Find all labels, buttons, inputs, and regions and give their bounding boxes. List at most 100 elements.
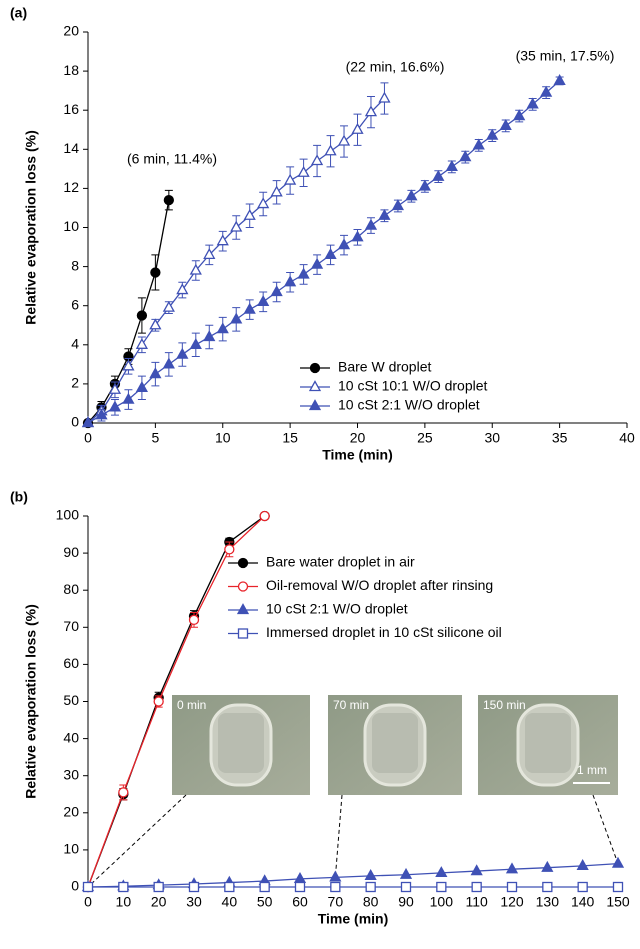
x-tick-label: 70 <box>328 894 344 910</box>
marker <box>118 881 129 893</box>
x-tick-label: 0 <box>84 430 92 446</box>
marker <box>542 881 553 893</box>
y-tick-label: 0 <box>71 878 79 894</box>
legend-marker <box>309 362 321 374</box>
marker <box>310 154 324 166</box>
legend-label: Oil-removal W/O droplet after rinsing <box>266 577 493 593</box>
legend-marker <box>308 399 322 411</box>
x-tick-label: 80 <box>363 894 379 910</box>
y-tick-label: 90 <box>63 544 79 560</box>
marker <box>294 881 306 893</box>
marker <box>399 867 413 879</box>
marker <box>577 881 588 893</box>
x-axis-title: Time (min) <box>318 911 389 927</box>
legend-label: 10 cSt 2:1 W/O droplet <box>266 601 408 617</box>
y-tick-label: 2 <box>71 375 79 391</box>
marker <box>364 218 378 230</box>
marker <box>310 257 324 269</box>
marker <box>436 881 447 893</box>
x-tick-label: 25 <box>417 430 433 446</box>
y-axis-title: Relative evaporation loss (%) <box>23 604 39 799</box>
marker <box>162 300 175 312</box>
marker <box>459 150 472 162</box>
marker <box>576 859 589 871</box>
marker <box>526 97 539 109</box>
marker <box>259 510 270 522</box>
y-tick-label: 10 <box>63 218 79 234</box>
inset-label: 70 min <box>333 698 369 712</box>
x-tick-label: 120 <box>500 894 524 910</box>
marker <box>324 248 337 260</box>
marker <box>400 881 412 893</box>
inset-leader <box>592 794 619 864</box>
marker <box>293 871 307 883</box>
legend-marker <box>236 603 250 615</box>
marker <box>553 74 566 86</box>
marker <box>329 870 342 882</box>
x-tick-label: 10 <box>215 430 231 446</box>
annotation: (6 min, 11.4%) <box>127 151 217 167</box>
marker <box>540 85 553 97</box>
droplet-core <box>525 713 571 773</box>
marker <box>270 285 283 297</box>
droplet-core <box>218 713 264 773</box>
marker <box>435 866 448 878</box>
x-tick-label: 30 <box>186 894 202 910</box>
marker <box>230 312 243 324</box>
scale-bar-label: 1 mm <box>577 763 607 777</box>
y-tick-label: 80 <box>63 581 79 597</box>
marker <box>95 408 108 420</box>
panel-label: (a) <box>10 5 27 21</box>
marker <box>150 267 161 278</box>
y-tick-label: 4 <box>71 336 79 352</box>
marker <box>364 869 377 881</box>
marker <box>351 122 364 134</box>
droplet-core <box>372 713 418 773</box>
x-tick-label: 35 <box>552 430 568 446</box>
x-tick-label: 15 <box>282 430 298 446</box>
legend-marker <box>237 581 249 592</box>
marker <box>135 337 149 349</box>
inset-leader <box>334 794 343 878</box>
legend-label: 10 cSt 10:1 W/O droplet <box>338 378 488 394</box>
marker <box>149 367 162 379</box>
y-axis-title: Relative evaporation loss (%) <box>23 130 39 325</box>
marker <box>216 322 229 334</box>
marker <box>149 318 162 330</box>
y-tick-label: 14 <box>63 140 79 156</box>
y-tick-label: 100 <box>56 507 80 523</box>
marker <box>418 179 431 191</box>
marker <box>243 302 256 314</box>
marker <box>153 696 164 707</box>
legend-label: Bare water droplet in air <box>266 554 415 570</box>
series-line <box>87 862 619 888</box>
marker <box>337 134 351 146</box>
y-tick-label: 20 <box>63 804 79 820</box>
x-tick-label: 60 <box>292 894 308 910</box>
marker <box>365 881 376 893</box>
x-tick-label: 5 <box>151 430 159 446</box>
marker <box>188 614 200 626</box>
marker <box>330 881 341 893</box>
marker <box>243 208 256 220</box>
marker <box>486 128 499 140</box>
marker <box>189 263 202 275</box>
marker <box>405 189 418 201</box>
marker <box>203 248 216 260</box>
marker <box>284 173 297 185</box>
legend-marker <box>308 380 322 392</box>
x-tick-label: 130 <box>536 894 560 910</box>
marker <box>216 234 229 246</box>
marker <box>257 197 270 209</box>
marker <box>224 544 235 555</box>
x-tick-label: 90 <box>398 894 414 910</box>
marker <box>351 230 364 242</box>
marker <box>612 881 624 893</box>
marker <box>513 109 526 121</box>
inset-label: 150 min <box>483 698 526 712</box>
legend-marker <box>237 557 249 569</box>
marker <box>470 864 483 876</box>
x-tick-label: 50 <box>257 894 273 910</box>
marker <box>364 105 378 117</box>
x-tick-label: 100 <box>430 894 454 910</box>
